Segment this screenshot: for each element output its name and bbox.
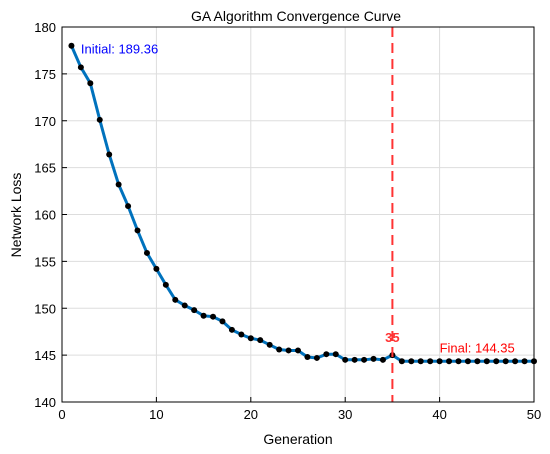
x-tick-label: 10 [149, 407, 163, 422]
data-point [257, 337, 264, 344]
data-point [228, 326, 235, 333]
data-point [247, 335, 254, 342]
data-point [276, 346, 283, 353]
series-markers [68, 42, 537, 365]
data-point [87, 80, 94, 87]
data-point [96, 116, 103, 123]
data-point [181, 302, 188, 309]
plot-frame [61, 26, 535, 403]
data-point [285, 347, 292, 354]
data-point [512, 358, 519, 365]
data-point [483, 358, 490, 365]
y-axis-ticks: 140 145 150 155 160 165 170 175 180 [34, 20, 67, 410]
data-point [474, 358, 481, 365]
y-tick-label: 170 [34, 114, 56, 129]
data-point [436, 358, 443, 365]
data-point [323, 351, 330, 358]
data-point [398, 358, 405, 365]
data-point [219, 318, 226, 325]
data-point [493, 358, 500, 365]
data-point [361, 356, 368, 363]
x-tick-label: 40 [432, 407, 446, 422]
data-point [313, 354, 320, 361]
data-point [427, 358, 434, 365]
y-tick-label: 150 [34, 301, 56, 316]
x-tick-label: 0 [58, 407, 65, 422]
data-point [68, 42, 75, 49]
data-point [266, 341, 273, 348]
data-point [332, 351, 339, 358]
data-point [153, 265, 160, 272]
chart-title: GA Algorithm Convergence Curve [191, 8, 401, 24]
vline-label: 35 [385, 330, 399, 345]
data-point [162, 281, 169, 288]
y-tick-label: 140 [34, 395, 56, 410]
y-tick-label: 180 [34, 20, 56, 35]
data-point [238, 331, 245, 338]
data-point [351, 356, 358, 363]
data-point [464, 358, 471, 365]
data-point [446, 358, 453, 365]
initial-annotation: Initial: 189.36 [81, 41, 158, 56]
y-tick-label: 165 [34, 161, 56, 176]
x-tick-label: 50 [527, 407, 541, 422]
x-axis-label: Generation [263, 431, 332, 447]
data-point [134, 227, 141, 234]
data-point [455, 358, 462, 365]
x-tick-label: 20 [244, 407, 258, 422]
data-point [408, 358, 415, 365]
data-point [125, 203, 132, 210]
data-point [502, 358, 509, 365]
data-point [379, 356, 386, 363]
data-point [342, 356, 349, 363]
x-tick-label: 30 [338, 407, 352, 422]
data-point [417, 358, 424, 365]
data-point [200, 312, 207, 319]
data-point [143, 249, 150, 256]
data-point [370, 355, 377, 362]
data-point [210, 313, 217, 320]
data-point [191, 307, 198, 314]
data-point [77, 64, 84, 71]
data-point [172, 296, 179, 303]
data-point [106, 151, 113, 158]
y-axis-label: Network Loss [8, 173, 24, 258]
y-tick-label: 145 [34, 348, 56, 363]
data-point [115, 181, 122, 188]
y-tick-label: 175 [34, 67, 56, 82]
y-tick-label: 160 [34, 208, 56, 223]
y-tick-label: 155 [34, 254, 56, 269]
final-annotation: Final: 144.35 [440, 340, 515, 355]
data-point [295, 347, 301, 354]
data-point [521, 358, 528, 365]
x-axis-ticks: 0 10 20 30 40 50 [58, 397, 541, 422]
data-point [304, 354, 311, 360]
